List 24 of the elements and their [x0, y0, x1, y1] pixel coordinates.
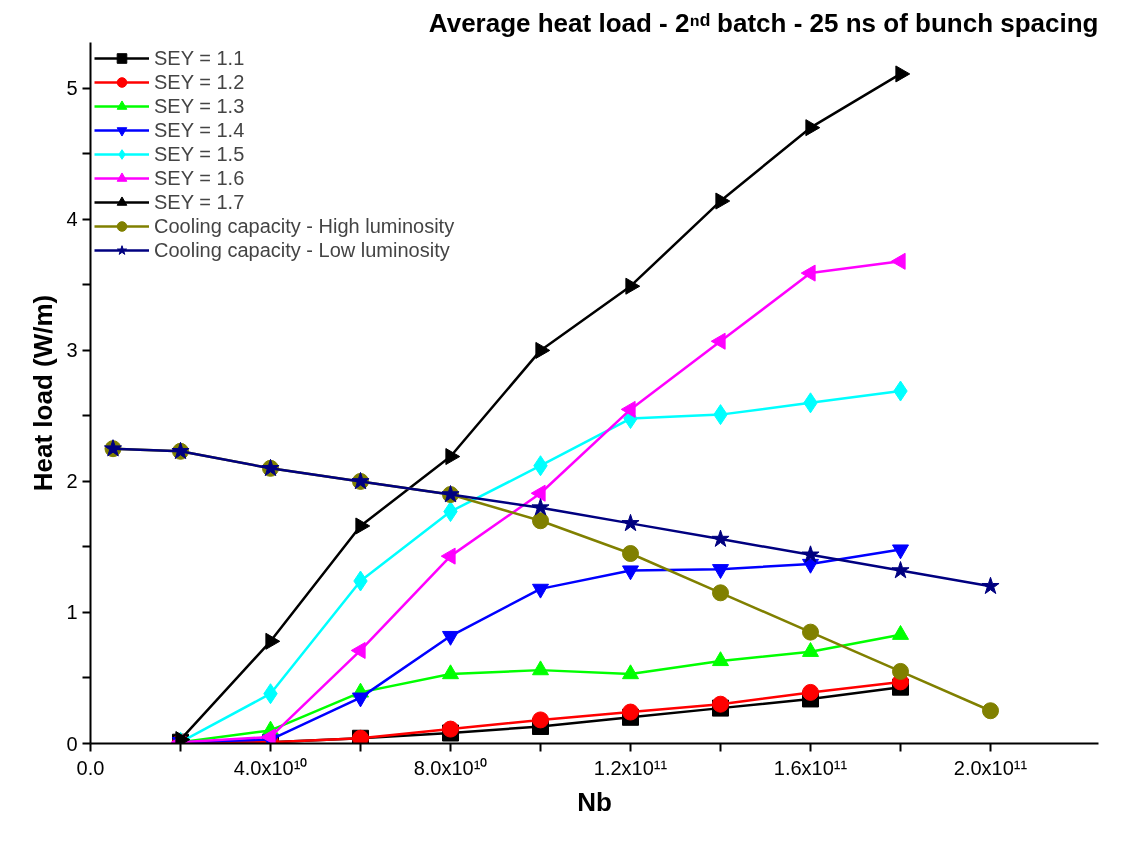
legend-label: SEY = 1.4 — [154, 118, 245, 142]
x-tick-label: 1.2x10¹¹ — [593, 756, 668, 779]
legend-label: SEY = 1.6 — [154, 166, 245, 190]
y-tick-label: 4 — [66, 208, 78, 231]
x-tick-label: 8.0x10¹⁰ — [413, 756, 488, 779]
y-tick-label: 2 — [66, 470, 78, 493]
x-tick-label: 4.0x10¹⁰ — [233, 756, 308, 779]
y-axis-title: Heat load (W/m) — [28, 294, 59, 492]
legend-label: SEY = 1.1 — [154, 46, 245, 70]
legend-label: SEY = 1.3 — [154, 94, 245, 118]
y-tick-label: 3 — [66, 339, 78, 362]
legend-label: Cooling capacity - High luminosity — [154, 214, 455, 238]
legend-label: SEY = 1.7 — [154, 190, 245, 214]
x-tick-label: 1.6x10¹¹ — [773, 756, 848, 779]
legend-label: SEY = 1.5 — [154, 142, 245, 166]
x-tick-label: 0.0 — [76, 756, 105, 779]
y-tick-label: 5 — [66, 77, 78, 100]
legend-label: SEY = 1.2 — [154, 70, 245, 94]
y-tick-label: 1 — [66, 601, 78, 624]
chart-title: Average heat load - 2ⁿᵈ batch - 25 ns of bunch spacing — [428, 7, 1099, 38]
x-axis-title: Nb — [577, 786, 612, 817]
x-tick-label: 2.0x10¹¹ — [953, 756, 1028, 779]
legend-label: Cooling capacity - Low luminosity — [154, 238, 450, 262]
y-tick-label: 0 — [66, 732, 78, 755]
